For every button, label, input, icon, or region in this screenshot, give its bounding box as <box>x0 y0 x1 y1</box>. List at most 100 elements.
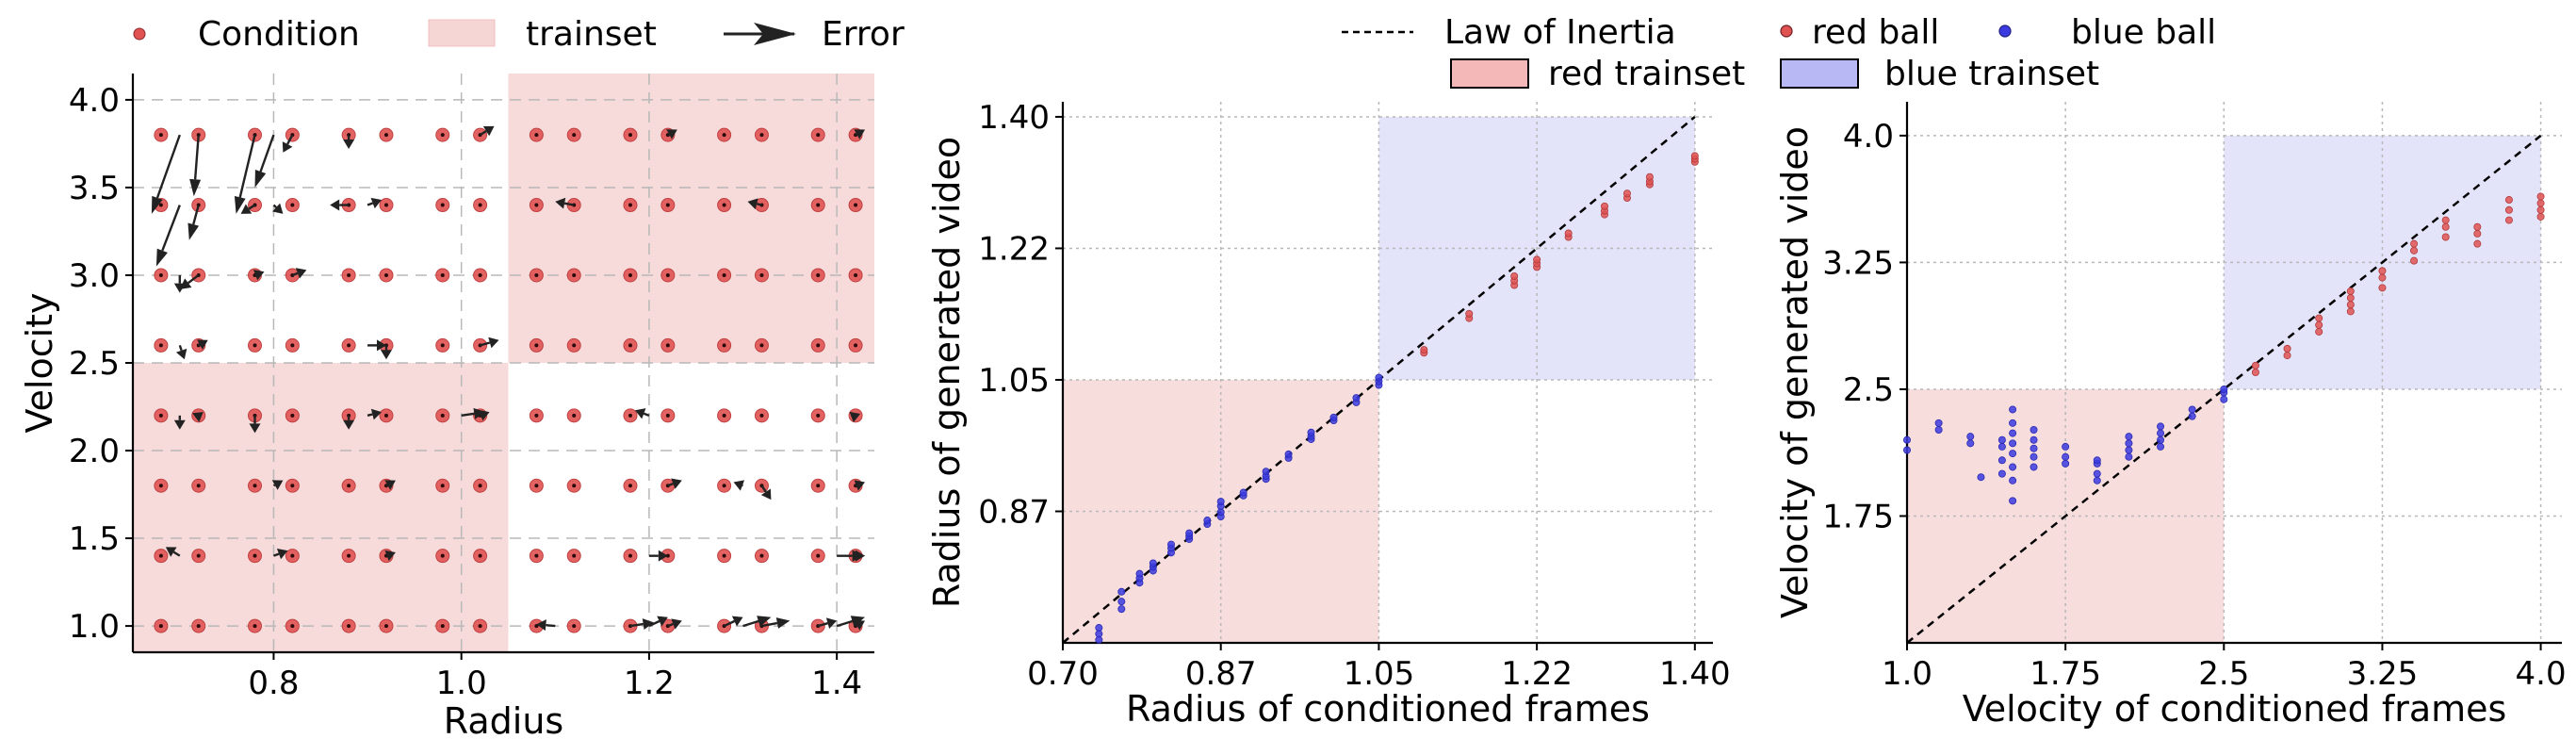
y-tick-label: 2.5 <box>1843 371 1894 409</box>
blue-ball-point <box>2009 429 2017 437</box>
error-arrow-head <box>671 478 682 489</box>
error-arrow-head <box>155 248 168 267</box>
error-arrow-shaft <box>192 205 200 225</box>
condition-center-dot <box>383 413 388 418</box>
error-arrow-shaft <box>836 619 853 628</box>
y-tick-label: 1.40 <box>978 99 1050 137</box>
red-ball-point <box>2536 212 2545 221</box>
error-arrow-head <box>179 278 192 289</box>
error-arrow-head <box>733 480 745 491</box>
condition-center-dot <box>253 624 257 629</box>
blue-ball-point <box>1095 624 1103 632</box>
x-axis-label: Velocity of conditioned frames <box>1963 688 2507 730</box>
condition-center-dot <box>628 133 632 138</box>
condition-center-dot <box>383 203 388 207</box>
error-arrow-head <box>343 140 355 150</box>
x-tick-label: 0.70 <box>1027 655 1099 693</box>
red-ball-point <box>2378 273 2387 282</box>
condition-center-dot <box>534 272 539 277</box>
error-arrow-head <box>187 222 200 240</box>
blue-ball-point <box>1997 442 2006 451</box>
blue-ball-point <box>1216 498 1225 506</box>
error-arrow-head <box>642 618 654 630</box>
error-arrow-head <box>731 616 743 627</box>
condition-center-dot <box>478 553 482 558</box>
condition-center-dot <box>158 133 163 138</box>
law-of-inertia-line <box>1906 134 2542 644</box>
blue-ball-point <box>1135 569 1144 578</box>
condition-center-dot <box>158 343 163 348</box>
blue-ball-point <box>2125 439 2133 448</box>
blue-ball-point <box>2062 452 2070 461</box>
blue-ball-point <box>1997 469 2006 478</box>
error-arrow-shaft <box>291 271 299 277</box>
error-arrow-shaft <box>259 134 275 172</box>
red-ball-point <box>1420 346 1428 354</box>
condition-center-dot <box>759 343 764 348</box>
x-tick-label: 1.4 <box>811 665 862 702</box>
x-tick-label: 1.22 <box>1501 655 1573 693</box>
red-ball-point <box>2504 196 2513 205</box>
error-arrow-head <box>849 411 861 423</box>
error-arrow-head <box>189 178 202 197</box>
condition-center-dot <box>158 624 163 629</box>
condition-center-dot <box>478 272 482 277</box>
error-arrow-shaft <box>817 622 828 628</box>
error-arrow-head <box>634 408 646 419</box>
error-arrow-shaft <box>187 274 200 285</box>
error-arrow-head <box>760 488 772 501</box>
red-ball-point <box>2410 239 2419 248</box>
blue-ball-point <box>1262 468 1270 476</box>
error-arrow-head <box>384 480 396 490</box>
error-arrow-shaft <box>643 412 650 417</box>
condition-center-dot <box>290 484 295 488</box>
y-tick-label: 1.05 <box>978 362 1050 400</box>
red-ball-point <box>2315 320 2323 329</box>
blue-ball-point <box>2093 476 2101 484</box>
condition-center-dot <box>440 133 445 138</box>
condition-center-dot <box>440 553 445 558</box>
blue-ball-point <box>1934 425 1943 434</box>
condition-center-dot <box>290 343 295 348</box>
error-arrow-shaft <box>385 484 388 487</box>
red-ball-point <box>2346 287 2355 295</box>
error-arrow-head <box>197 339 208 350</box>
condition-center-dot <box>440 413 445 418</box>
red-ball-point <box>1690 152 1699 160</box>
condition-center-dot <box>854 203 858 207</box>
condition-center-dot <box>347 553 351 558</box>
blue-ball-point <box>1284 450 1293 458</box>
error-arrow-head <box>488 337 499 349</box>
error-arrow-head <box>479 409 490 421</box>
condition-center-dot <box>534 343 539 348</box>
condition-center-dot <box>628 553 632 558</box>
y-axis-label: Velocity <box>19 292 60 433</box>
blue-ball-point <box>1966 439 1975 448</box>
blue-ball-point <box>2009 450 2017 458</box>
condition-center-dot <box>347 484 351 488</box>
error-arrow-shaft <box>742 619 759 628</box>
condition-center-dot <box>816 553 821 558</box>
red-ball-point <box>2378 267 2387 275</box>
error-arrow-head <box>666 129 677 140</box>
condition-center-dot <box>628 272 632 277</box>
y-axis-label: Radius of generated video <box>926 137 968 608</box>
error-arrow-shaft <box>480 341 491 347</box>
legend-blue-trainset-label: blue trainset <box>1884 55 2099 93</box>
legend-blue-ball-marker <box>1998 25 2012 38</box>
y-tick-label: 0.87 <box>978 493 1050 531</box>
x-axis-label: Radius of conditioned frames <box>1126 688 1650 730</box>
blue-ball-point <box>1997 435 2006 444</box>
legend-panels23: Law of Inertia red ball blue ball red tr… <box>1342 13 2216 93</box>
error-arrow-shaft <box>286 134 294 145</box>
condition-center-dot <box>816 413 821 418</box>
red-ball-point <box>1645 172 1654 181</box>
y-tick-label: 4.0 <box>69 82 120 120</box>
condition-center-dot <box>722 343 726 348</box>
condition-center-dot <box>665 413 670 418</box>
red-ball-point <box>1533 255 1541 264</box>
blue-ball-point <box>2157 429 2165 437</box>
legend-blue-ball-label: blue ball <box>2071 13 2216 52</box>
condition-center-dot <box>534 133 539 138</box>
error-arrow-head <box>376 339 386 352</box>
